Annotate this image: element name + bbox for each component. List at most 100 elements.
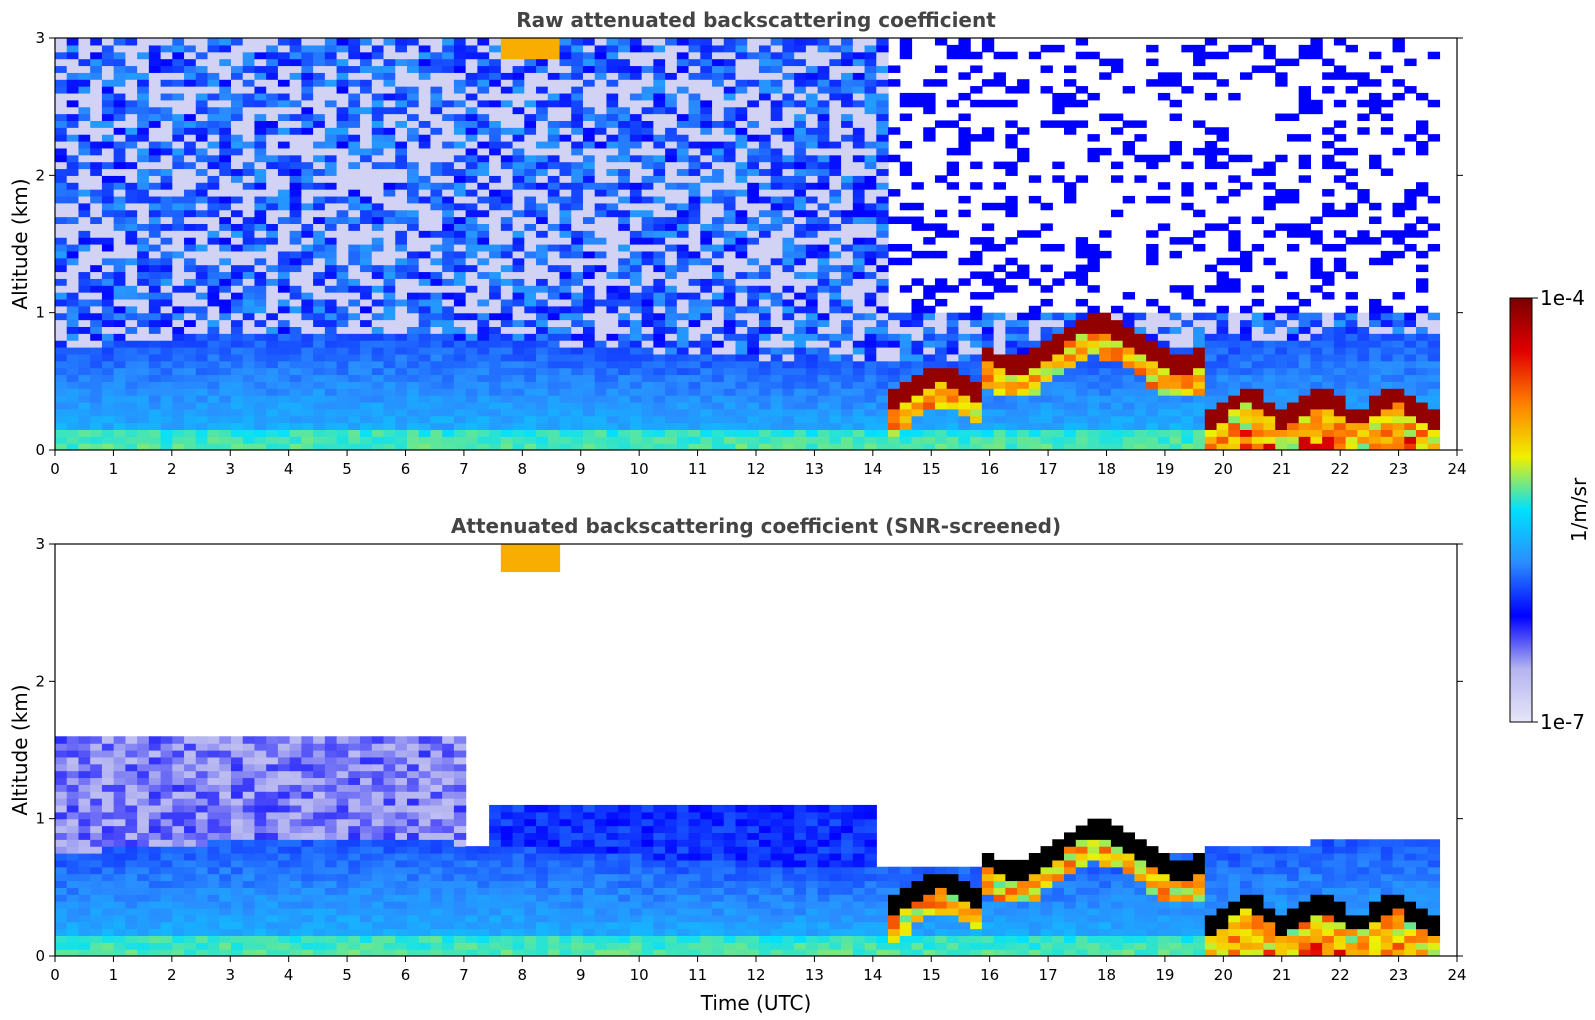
heatmap-cell xyxy=(301,429,314,437)
heatmap-cell xyxy=(536,154,549,163)
heatmap-cell xyxy=(770,436,784,444)
heatmap-cell xyxy=(758,257,772,266)
heatmap-cell xyxy=(841,51,854,60)
heatmap-cell xyxy=(289,257,302,266)
heatmap-cell xyxy=(582,264,596,273)
heatmap-cell xyxy=(137,436,150,444)
heatmap-cell xyxy=(794,422,807,430)
heatmap-cell xyxy=(923,353,936,362)
heatmap-cell xyxy=(864,147,877,156)
heatmap-cell xyxy=(207,65,220,73)
heatmap-cell xyxy=(524,209,537,218)
heatmap-cell xyxy=(805,141,819,149)
heatmap-cell xyxy=(101,415,115,424)
heatmap-cell xyxy=(817,99,830,108)
heatmap-cell xyxy=(336,367,349,376)
heatmap-cell xyxy=(782,408,795,417)
heatmap-cell xyxy=(90,72,103,80)
heatmap-cell xyxy=(453,443,467,450)
heatmap-cell xyxy=(899,257,913,266)
heatmap-cell xyxy=(700,429,713,437)
heatmap-cell xyxy=(841,292,854,300)
heatmap-cell xyxy=(782,443,795,450)
heatmap-cell xyxy=(465,72,478,80)
heatmap-cell xyxy=(184,209,197,218)
heatmap-cell xyxy=(876,326,889,334)
heatmap-cell xyxy=(841,347,854,355)
heatmap-cell xyxy=(324,285,338,293)
heatmap-cell xyxy=(477,195,490,204)
heatmap-cell xyxy=(301,408,314,417)
heatmap-cell xyxy=(1110,401,1124,410)
heatmap-cell xyxy=(899,422,913,430)
heatmap-cell xyxy=(712,38,725,46)
heatmap-cell xyxy=(78,38,91,46)
heatmap-cell xyxy=(148,388,162,396)
heatmap-cell xyxy=(794,326,807,334)
heatmap-cell xyxy=(289,195,302,204)
heatmap-cell xyxy=(254,58,267,67)
heatmap-cell xyxy=(993,319,1006,327)
heatmap-cell xyxy=(594,216,608,224)
heatmap-cell xyxy=(958,333,971,341)
heatmap-cell xyxy=(442,44,455,53)
heatmap-cell xyxy=(125,312,138,321)
heatmap-cell xyxy=(735,154,748,163)
heatmap-cell xyxy=(360,134,373,142)
heatmap-cell xyxy=(195,209,209,218)
heatmap-cell xyxy=(758,99,772,108)
heatmap-cell xyxy=(371,285,385,293)
heatmap-cell xyxy=(1134,312,1147,321)
heatmap-cell xyxy=(55,319,68,327)
heatmap-cell xyxy=(594,257,608,266)
heatmap-cell xyxy=(606,202,619,211)
heatmap-cell xyxy=(195,347,209,355)
heatmap-cell xyxy=(653,429,666,437)
heatmap-cell xyxy=(1028,422,1042,430)
heatmap-cell xyxy=(1087,429,1100,437)
heatmap-cell xyxy=(864,189,877,197)
heatmap-cell xyxy=(277,189,291,197)
heatmap-cell xyxy=(430,292,443,300)
heatmap-cell xyxy=(594,278,608,286)
heatmap-cell xyxy=(301,223,314,231)
heatmap-cell xyxy=(559,381,572,389)
heatmap-cell xyxy=(242,367,256,376)
heatmap-cell xyxy=(113,168,126,176)
heatmap-cell xyxy=(841,271,854,279)
heatmap-cell xyxy=(629,79,643,87)
heatmap-cell xyxy=(371,271,385,279)
heatmap-cell xyxy=(1017,264,1030,273)
heatmap-cell xyxy=(1075,120,1089,128)
heatmap-cell xyxy=(559,305,572,314)
heatmap-cell xyxy=(1005,333,1018,341)
heatmap-cell xyxy=(477,120,490,128)
heatmap-cell xyxy=(242,79,256,87)
heatmap-cell xyxy=(430,367,443,376)
heatmap-cell xyxy=(841,175,854,183)
heatmap-cell xyxy=(899,395,913,403)
heatmap-cell xyxy=(113,99,126,108)
heatmap-cell xyxy=(770,195,784,204)
heatmap-cell xyxy=(360,353,373,362)
heatmap-cell xyxy=(547,395,561,403)
heatmap-cell xyxy=(371,38,385,46)
heatmap-cell xyxy=(770,72,784,80)
heatmap-cell xyxy=(1075,99,1089,108)
heatmap-cell xyxy=(101,244,115,252)
heatmap-cell xyxy=(242,161,256,170)
heatmap-cell xyxy=(606,436,619,444)
heatmap-cell xyxy=(665,271,678,279)
heatmap-cell xyxy=(125,127,138,135)
heatmap-cell xyxy=(90,271,103,279)
heatmap-cell xyxy=(512,429,525,437)
heatmap-cell xyxy=(970,51,983,60)
heatmap-cell xyxy=(207,257,220,266)
heatmap-cell xyxy=(242,99,256,108)
heatmap-cell xyxy=(676,79,690,87)
heatmap-cell xyxy=(125,271,138,279)
heatmap-cell xyxy=(489,250,502,259)
heatmap-cell xyxy=(582,257,596,266)
heatmap-cell xyxy=(747,202,760,211)
heatmap-cell xyxy=(301,347,314,355)
